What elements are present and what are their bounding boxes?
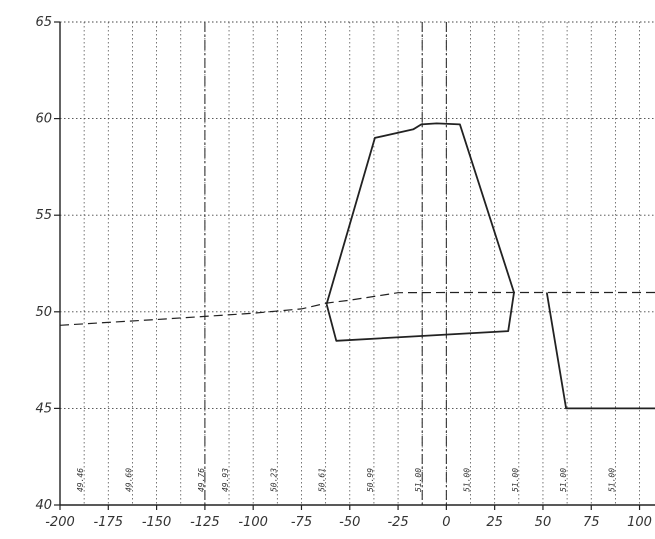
elevation-label: 50.99 bbox=[366, 468, 375, 492]
x-tick-label: 0 bbox=[442, 515, 450, 530]
y-tick-label: 45 bbox=[35, 401, 52, 416]
elevation-label: 51.00 bbox=[607, 468, 616, 492]
elevation-label: 51.00 bbox=[511, 468, 520, 492]
series-line-2 bbox=[325, 122, 515, 342]
x-tick-labels: -200 -175 -150 -125 -100 -75 -50 -25 0 25 50 75 100 bbox=[45, 515, 652, 530]
x-tick-label: -75 bbox=[291, 515, 312, 530]
x-tick-label: -200 bbox=[45, 515, 75, 530]
x-tick-label: -100 bbox=[238, 515, 268, 530]
elevation-label: 49.76 bbox=[197, 468, 206, 492]
elevation-label: 51.00 bbox=[559, 468, 568, 492]
elevation-label: 50.61 bbox=[318, 468, 327, 492]
y-tick-label: 55 bbox=[35, 208, 52, 223]
reference-lines bbox=[204, 22, 447, 505]
y-tick-label: 40 bbox=[35, 498, 52, 513]
elevation-label: 51.00 bbox=[463, 468, 472, 492]
y-tick-label: 60 bbox=[35, 112, 52, 127]
x-tick-label: 75 bbox=[583, 515, 600, 530]
x-tick-label: 50 bbox=[535, 515, 552, 530]
elevation-label: 50.23 bbox=[269, 468, 278, 492]
elevation-label: 49.46 bbox=[76, 468, 85, 492]
x-tick-label: -25 bbox=[387, 515, 408, 530]
x-tick-label: -50 bbox=[339, 515, 360, 530]
y-tick-label: 65 bbox=[35, 15, 52, 30]
y-tick-labels: 40 45 50 55 60 65 bbox=[35, 15, 52, 513]
elevation-label: 49.93 bbox=[221, 468, 230, 492]
x-tick-label: -125 bbox=[190, 515, 220, 530]
series-layer bbox=[59, 122, 655, 410]
series-line-3 bbox=[545, 292, 655, 410]
grid bbox=[60, 21, 655, 505]
axes bbox=[54, 21, 655, 510]
elevation-label: 49.60 bbox=[124, 468, 133, 492]
x-tick-label: 100 bbox=[627, 515, 652, 530]
y-tick-label: 50 bbox=[35, 305, 52, 320]
x-tick-label: -175 bbox=[94, 515, 124, 530]
x-tick-label: 25 bbox=[486, 515, 503, 530]
x-tick-label: -150 bbox=[142, 515, 172, 530]
elevation-label: 51.00 bbox=[414, 468, 423, 492]
elevation-labels: 49.46 49.60 49.76 49.93 50.23 50.61 50.99 51.00… bbox=[76, 468, 616, 492]
series-line-1 bbox=[59, 291, 655, 326]
